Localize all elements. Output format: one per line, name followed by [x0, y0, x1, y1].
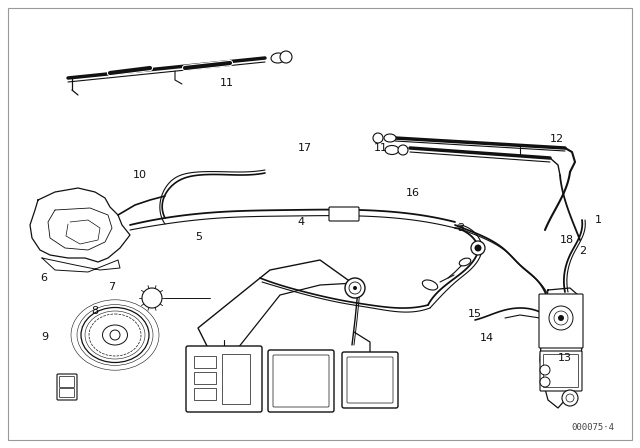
Circle shape — [540, 365, 550, 375]
Text: 5: 5 — [195, 233, 202, 242]
Text: 1: 1 — [595, 215, 602, 224]
Text: 6: 6 — [40, 273, 47, 283]
Text: 7: 7 — [108, 282, 116, 292]
Circle shape — [562, 390, 578, 406]
Polygon shape — [540, 288, 582, 408]
FancyBboxPatch shape — [60, 376, 74, 388]
Bar — [194, 388, 216, 400]
Text: 2: 2 — [579, 246, 586, 256]
FancyBboxPatch shape — [342, 352, 398, 408]
Circle shape — [353, 286, 357, 290]
Ellipse shape — [89, 314, 141, 356]
Ellipse shape — [271, 53, 285, 63]
Text: 11: 11 — [220, 78, 234, 88]
Bar — [194, 356, 216, 368]
Circle shape — [110, 330, 120, 340]
Circle shape — [373, 133, 383, 143]
Circle shape — [554, 311, 568, 325]
Text: 17: 17 — [298, 143, 312, 153]
Ellipse shape — [422, 280, 438, 290]
Bar — [222, 354, 250, 404]
Text: 9: 9 — [41, 332, 49, 342]
FancyBboxPatch shape — [539, 294, 583, 348]
Text: 18: 18 — [559, 235, 573, 245]
FancyBboxPatch shape — [60, 388, 74, 397]
FancyBboxPatch shape — [329, 207, 359, 221]
Circle shape — [558, 315, 564, 321]
Circle shape — [474, 245, 481, 251]
Circle shape — [540, 377, 550, 387]
Ellipse shape — [81, 307, 149, 362]
Text: 000075·4: 000075·4 — [571, 423, 614, 432]
Circle shape — [566, 394, 574, 402]
Bar — [194, 372, 216, 384]
Circle shape — [471, 241, 485, 255]
Text: 10: 10 — [132, 170, 147, 180]
Ellipse shape — [384, 134, 396, 142]
FancyBboxPatch shape — [540, 351, 582, 391]
Text: 3: 3 — [458, 224, 464, 233]
Circle shape — [398, 145, 408, 155]
Circle shape — [345, 278, 365, 298]
Text: 15: 15 — [468, 309, 482, 319]
FancyBboxPatch shape — [186, 346, 262, 412]
Text: 12: 12 — [550, 134, 564, 144]
Ellipse shape — [460, 258, 471, 266]
Ellipse shape — [102, 325, 127, 345]
Circle shape — [549, 306, 573, 330]
Ellipse shape — [385, 146, 399, 155]
Text: 4: 4 — [297, 217, 305, 227]
Text: 11: 11 — [374, 143, 388, 153]
Circle shape — [142, 288, 162, 308]
FancyBboxPatch shape — [57, 374, 77, 400]
Text: 16: 16 — [406, 188, 420, 198]
Circle shape — [349, 282, 361, 294]
Polygon shape — [30, 188, 130, 262]
Polygon shape — [42, 258, 120, 272]
Circle shape — [280, 51, 292, 63]
Text: 8: 8 — [91, 306, 99, 316]
Text: 13: 13 — [557, 353, 572, 363]
FancyBboxPatch shape — [268, 350, 334, 412]
Text: 14: 14 — [479, 333, 493, 343]
